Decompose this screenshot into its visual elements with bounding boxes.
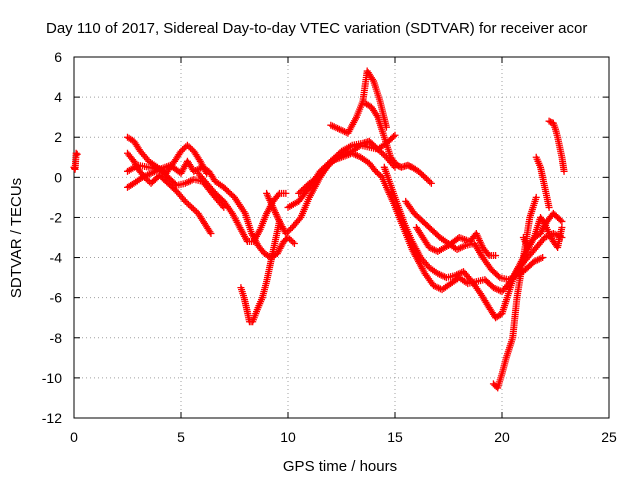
data-point — [186, 202, 194, 210]
x-tick-label: 15 — [387, 429, 403, 445]
x-tick-label: 10 — [280, 429, 296, 445]
y-tick-label: 6 — [54, 49, 62, 65]
data-point — [179, 146, 187, 154]
x-tick-label: 25 — [601, 429, 617, 445]
y-tick-label: -6 — [50, 290, 63, 306]
data-point — [423, 175, 431, 183]
y-tick-label: -8 — [50, 330, 63, 346]
plot-points — [70, 67, 568, 392]
data-point — [494, 272, 502, 280]
data-point — [558, 217, 566, 225]
data-series — [237, 217, 283, 326]
grid — [74, 57, 609, 418]
data-point — [73, 150, 81, 158]
axes: 0 5 10 15 20 25 -12 -10 -8 -6 -4 -2 0 2 4 6 — [42, 49, 617, 445]
x-tick-label: 0 — [70, 429, 78, 445]
data-point — [379, 150, 387, 158]
data-point — [184, 200, 192, 208]
y-tick-label: -2 — [50, 209, 63, 225]
data-series — [545, 117, 568, 175]
y-tick-label: -12 — [42, 410, 62, 426]
data-point — [283, 228, 291, 236]
data-point — [180, 144, 188, 152]
data-point — [289, 238, 297, 246]
data-point — [539, 254, 547, 262]
data-series — [489, 193, 540, 392]
chart-title: Day 110 of 2017, Sidereal Day-to-day VTE… — [46, 20, 587, 37]
data-point — [191, 206, 199, 214]
data-point — [285, 226, 293, 234]
data-point — [185, 143, 193, 151]
data-point — [415, 167, 423, 175]
data-point — [206, 228, 214, 236]
data-point — [183, 199, 191, 207]
data-series — [532, 153, 553, 211]
data-point — [558, 223, 566, 231]
y-tick-label: -4 — [50, 250, 63, 266]
data-series — [295, 131, 399, 197]
data-point — [180, 196, 188, 204]
data-point — [189, 205, 197, 213]
data-series — [194, 169, 290, 246]
data-point — [373, 111, 381, 119]
data-point — [421, 173, 429, 181]
data-series — [70, 149, 81, 173]
data-point — [560, 167, 568, 175]
data-point — [529, 235, 537, 243]
data-point — [177, 147, 185, 155]
data-point — [390, 133, 398, 141]
data-point — [375, 170, 383, 178]
data-point — [416, 169, 424, 177]
y-tick-label: 4 — [54, 89, 62, 105]
data-point — [419, 172, 427, 180]
data-series — [412, 223, 500, 260]
data-point — [427, 179, 435, 187]
data-point — [290, 240, 298, 248]
x-axis-label: GPS time / hours — [283, 458, 397, 475]
data-point — [274, 191, 282, 199]
data-point — [378, 149, 386, 157]
data-point — [391, 131, 399, 139]
x-tick-label: 20 — [494, 429, 510, 445]
data-point — [418, 170, 426, 178]
data-point — [295, 215, 303, 223]
data-point — [369, 75, 377, 83]
data-point — [407, 163, 415, 171]
x-tick-label: 5 — [177, 429, 185, 445]
data-point — [287, 225, 295, 233]
y-tick-label: 0 — [54, 169, 62, 185]
data-point — [426, 178, 434, 186]
data-point — [372, 167, 380, 175]
y-axis-label: SDTVAR / TECUs — [8, 178, 25, 298]
y-tick-label: 2 — [54, 129, 62, 145]
data-series — [361, 99, 435, 187]
data-point — [282, 229, 290, 237]
data-point — [484, 250, 492, 258]
data-point — [377, 172, 385, 180]
data-point — [545, 203, 553, 211]
data-point — [492, 252, 500, 260]
data-point — [286, 235, 294, 243]
data-point — [540, 218, 548, 226]
data-point — [373, 169, 381, 177]
data-point — [207, 229, 215, 237]
data-point — [188, 203, 196, 211]
data-point — [556, 216, 564, 224]
data-point — [287, 237, 295, 245]
data-point — [183, 141, 191, 149]
plot-frame — [73, 56, 610, 419]
data-point — [203, 169, 211, 177]
data-series — [327, 67, 390, 137]
y-tick-label: -10 — [42, 370, 62, 386]
data-point — [282, 189, 290, 197]
data-point — [532, 193, 540, 201]
data-series — [519, 213, 566, 252]
data-point — [181, 197, 189, 205]
data-point — [187, 144, 195, 152]
data-point — [424, 176, 432, 184]
data-point — [72, 149, 80, 157]
